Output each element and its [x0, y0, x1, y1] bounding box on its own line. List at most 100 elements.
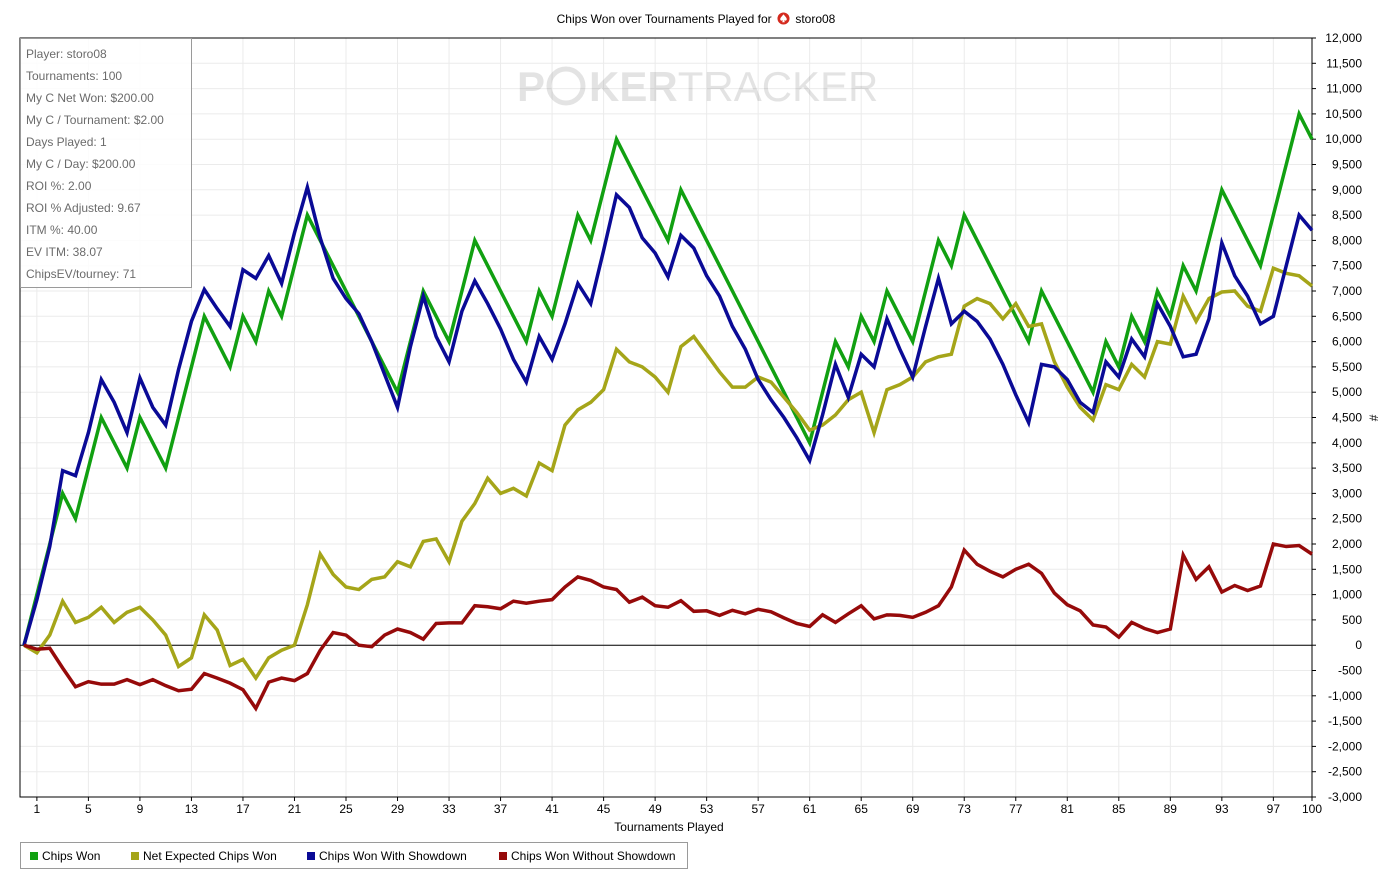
x-tick-label: 49 [648, 802, 662, 816]
x-tick-label: 77 [1009, 802, 1023, 816]
x-tick-label: 21 [288, 802, 302, 816]
x-tick-label: 53 [700, 802, 714, 816]
x-tick-label: 13 [185, 802, 199, 816]
y-tick-label: 10,500 [1325, 107, 1362, 121]
x-axis-title: Tournaments Played [614, 820, 724, 834]
legend-label: Chips Won [42, 849, 101, 863]
y-axis-title: # [1366, 414, 1381, 422]
legend-swatch [30, 852, 38, 860]
y-tick-label: 2,000 [1332, 537, 1362, 551]
legend-swatch [499, 852, 507, 860]
stat-roi-adjusted: ROI % Adjusted: 9.67 [26, 201, 141, 215]
stat-tournaments: Tournaments: 100 [26, 69, 123, 83]
x-tick-label: 33 [442, 802, 456, 816]
y-tick-label: -1,500 [1328, 714, 1362, 728]
x-tick-label: 97 [1267, 802, 1281, 816]
legend-swatch [307, 852, 315, 860]
title-player: storo08 [795, 11, 836, 26]
grid [20, 37, 1313, 798]
x-tick-label: 69 [906, 802, 920, 816]
stat-itm: ITM %: 40.00 [26, 223, 98, 237]
player-stats-box: Player: storo08 Tournaments: 100 My C Ne… [20, 38, 192, 288]
x-tick-label: 37 [494, 802, 508, 816]
title-prefix: Chips Won over Tournaments Played for [556, 11, 772, 26]
legend-item-without-showdown[interactable]: Chips Won Without Showdown [499, 849, 676, 863]
y-tick-label: 8,000 [1332, 233, 1362, 247]
y-tick-label: 1,500 [1332, 562, 1362, 576]
x-tick-label: 100 [1302, 802, 1322, 816]
y-tick-label: 6,000 [1332, 335, 1362, 349]
y-tick-label: 9,500 [1332, 158, 1362, 172]
x-tick-label: 65 [855, 802, 869, 816]
y-tick-label: 9,000 [1332, 183, 1362, 197]
stat-per-tournament: My C / Tournament: $2.00 [26, 113, 164, 127]
y-tick-label: 3,500 [1332, 461, 1362, 475]
x-tick-label: 57 [751, 802, 765, 816]
y-tick-label: -1,000 [1328, 689, 1362, 703]
legend-label: Chips Won With Showdown [319, 849, 467, 863]
y-tick-label: 3,000 [1332, 486, 1362, 500]
y-tick-label: 500 [1342, 613, 1362, 627]
legend-label: Net Expected Chips Won [143, 849, 277, 863]
x-tick-label: 29 [391, 802, 405, 816]
y-tick-label: 11,000 [1326, 82, 1362, 96]
legend-item-chips-won[interactable]: Chips Won [30, 849, 100, 863]
x-tick-label: 81 [1061, 802, 1075, 816]
stat-days-played: Days Played: 1 [26, 135, 107, 149]
x-tick-label: 41 [545, 802, 559, 816]
x-tick-label: 93 [1215, 802, 1229, 816]
legend: Chips Won Net Expected Chips Won Chips W… [20, 842, 688, 869]
x-tick-label: 1 [34, 802, 41, 816]
watermark-part3: TRACKER [678, 63, 879, 110]
legend-label: Chips Won Without Showdown [511, 849, 676, 863]
stat-per-day: My C / Day: $200.00 [26, 157, 136, 171]
x-tick-label: 17 [236, 802, 250, 816]
x-tick-label: 73 [958, 802, 972, 816]
y-tick-label: 7,500 [1332, 259, 1362, 273]
y-tick-label: -2,500 [1328, 765, 1362, 779]
watermark-part2: KER [589, 63, 678, 110]
y-axis: -3,000 -2,500 -2,000 -1,500 -1,000 -500 0 500 1,… [1312, 31, 1362, 804]
y-tick-label: 5,500 [1332, 360, 1362, 374]
y-tick-label: 5,000 [1332, 385, 1362, 399]
y-tick-label: 1,000 [1332, 588, 1362, 602]
legend-item-net-expected[interactable]: Net Expected Chips Won [131, 849, 277, 863]
x-tick-label: 61 [803, 802, 817, 816]
stat-chipsev: ChipsEV/tourney: 71 [26, 267, 137, 281]
x-tick-label: 89 [1164, 802, 1178, 816]
x-tick-label: 45 [597, 802, 611, 816]
y-tick-label: 4,500 [1332, 411, 1362, 425]
x-tick-label: 5 [85, 802, 92, 816]
y-tick-label: 7,000 [1332, 284, 1362, 298]
y-tick-label: 12,000 [1325, 31, 1362, 45]
y-tick-label: 10,000 [1325, 132, 1362, 146]
x-tick-label: 9 [137, 802, 144, 816]
y-tick-label: 0 [1355, 638, 1362, 652]
y-tick-label: -500 [1338, 664, 1362, 678]
stat-net-won: My C Net Won: $200.00 [26, 91, 154, 105]
y-tick-label: -3,000 [1328, 790, 1362, 804]
y-tick-label: 4,000 [1332, 436, 1362, 450]
x-axis: 1 5 9 13 17 21 25 29 33 37 41 45 49 53 57 61 65 69 73 77 81 8… [34, 797, 1322, 816]
series-line-net-expected-chips-won [23, 265, 1314, 682]
y-tick-label: -2,000 [1328, 739, 1362, 753]
series-lines [22, 108, 1314, 712]
legend-item-with-showdown[interactable]: Chips Won With Showdown [307, 849, 467, 863]
series-line-chips-won-with-showdown [22, 180, 1314, 646]
y-tick-label: 2,500 [1332, 512, 1362, 526]
x-tick-label: 85 [1112, 802, 1126, 816]
legend-swatch [131, 852, 139, 860]
spade-icon [777, 12, 790, 25]
pokertracker-watermark: P KERTRACKER [517, 63, 878, 110]
poker-chip-icon [546, 66, 586, 106]
series-line-chips-won [22, 108, 1314, 646]
x-tick-label: 25 [339, 802, 353, 816]
chart-title: Chips Won over Tournaments Played for st… [0, 11, 1392, 26]
y-tick-label: 8,500 [1332, 208, 1362, 222]
y-tick-label: 11,500 [1326, 56, 1362, 70]
stat-roi: ROI %: 2.00 [26, 179, 92, 193]
watermark-part1: P [517, 63, 545, 110]
stat-player: Player: storo08 [26, 47, 107, 61]
